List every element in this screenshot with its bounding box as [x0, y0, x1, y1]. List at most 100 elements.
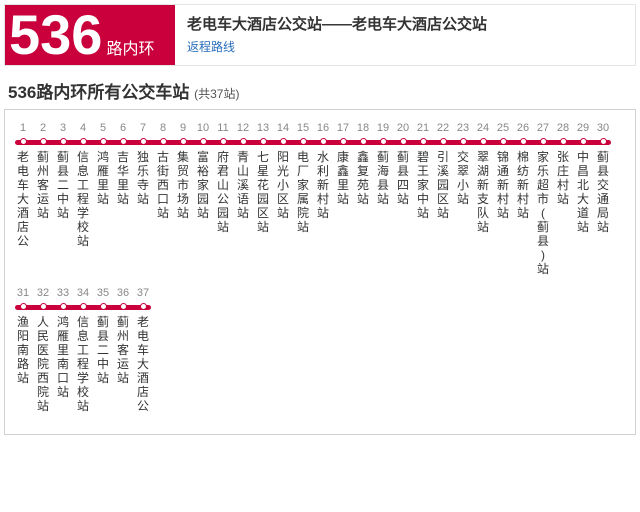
stop-dot: [20, 303, 27, 310]
stop-dot: [40, 138, 47, 145]
stop-name: 古街西口站: [157, 151, 169, 221]
stop-col[interactable]: 10富裕家园站: [193, 122, 213, 277]
stop-col[interactable]: 15电厂家属院站: [293, 122, 313, 277]
stop-name: 蓟县二中站: [57, 151, 69, 221]
stop-dot: [200, 138, 207, 145]
stop-col[interactable]: 27家乐超市(蓟县)站: [533, 122, 553, 277]
stop-dot: [260, 138, 267, 145]
stops-panel: 1 老电车大酒店公 2蓟州客运站3蓟县二中站4信息工程学校站5鸿雁里站 6 吉华里站 7独…: [4, 109, 636, 435]
stop-col[interactable]: 37老电车大酒店公: [133, 287, 153, 414]
stop-number: 31: [17, 287, 29, 301]
stop-dot: [280, 138, 287, 145]
section-title-text: 536路内环所有公交车站: [8, 83, 189, 102]
stop-dot: [540, 138, 547, 145]
stop-name: 锦通新村站: [497, 151, 509, 221]
stop-dot: [360, 138, 367, 145]
stop-dot: [140, 303, 147, 310]
stop-col[interactable]: 36 蓟州客运站: [113, 287, 133, 414]
return-route-link[interactable]: 返程路线: [187, 38, 487, 55]
stop-col[interactable]: 23交翠小站: [453, 122, 473, 277]
stop-dot: [400, 138, 407, 145]
stop-number: 27: [537, 122, 549, 136]
stop-number: 9: [180, 122, 186, 136]
stop-col[interactable]: 2蓟州客运站: [33, 122, 53, 277]
stop-dot: [100, 138, 107, 145]
stop-number: 35: [97, 287, 109, 301]
stop-number: 6: [120, 122, 126, 136]
stop-dot: [340, 138, 347, 145]
stop-col[interactable]: 30蓟县交通局站: [593, 122, 613, 277]
stop-col[interactable]: 17康鑫里站: [333, 122, 353, 277]
stop-col[interactable]: 24翠湖新支队站: [473, 122, 493, 277]
stop-name: 七星花园区站: [257, 151, 269, 235]
route-badge: 536 路内环: [5, 5, 175, 65]
stop-dot: [60, 303, 67, 310]
stop-col[interactable]: 5鸿雁里站: [93, 122, 113, 277]
stop-col[interactable]: 4信息工程学校站: [73, 122, 93, 277]
stop-number: 16: [317, 122, 329, 136]
stop-col[interactable]: 3蓟县二中站: [53, 122, 73, 277]
stop-number: 20: [397, 122, 409, 136]
stop-number: 21: [417, 122, 429, 136]
stop-col[interactable]: 14阳光小区站: [273, 122, 293, 277]
stop-col[interactable]: 19蓟海县站: [373, 122, 393, 277]
stop-name: 府君山公园站: [217, 151, 229, 235]
stop-dot: [580, 138, 587, 145]
stop-number: 26: [517, 122, 529, 136]
stop-name: 蓟海县站: [377, 151, 389, 207]
stop-col[interactable]: 7独乐寺站: [133, 122, 153, 277]
stop-name: 交翠小站: [457, 151, 469, 207]
stop-name: 人民医院西院站: [37, 316, 49, 414]
stop-number: 1: [20, 122, 26, 136]
stop-dot: [60, 138, 67, 145]
header-right: 老电车大酒店公交站——老电车大酒店公交站 返程路线: [175, 5, 499, 65]
stop-number: 28: [557, 122, 569, 136]
stop-dot: [180, 138, 187, 145]
stop-col[interactable]: 8 古街西口站: [153, 122, 173, 277]
stop-col[interactable]: 12青山溪语站: [233, 122, 253, 277]
stop-col[interactable]: 6 吉华里站: [113, 122, 133, 277]
stop-dot: [80, 303, 87, 310]
stop-name: 老电车大酒店公: [137, 316, 149, 414]
stop-col[interactable]: 31渔阳南路站: [13, 287, 33, 414]
stop-number: 36: [117, 287, 129, 301]
stop-col[interactable]: 1 老电车大酒店公: [13, 122, 33, 277]
stop-number: 14: [277, 122, 289, 136]
stops-row-1: 1 老电车大酒店公 2蓟州客运站3蓟县二中站4信息工程学校站5鸿雁里站 6 吉华里站 7独…: [13, 122, 627, 277]
stop-dot: [100, 303, 107, 310]
stop-dot: [600, 138, 607, 145]
stop-col[interactable]: 34信息工程学校站: [73, 287, 93, 414]
header: 536 路内环 老电车大酒店公交站——老电车大酒店公交站 返程路线: [4, 4, 636, 66]
stop-col[interactable]: 16水利新村站: [313, 122, 333, 277]
stop-dot: [460, 138, 467, 145]
stop-col[interactable]: 25锦通新村站: [493, 122, 513, 277]
stop-col[interactable]: 20蓟县四站: [393, 122, 413, 277]
route-number: 536: [9, 7, 102, 63]
stop-col[interactable]: 28张庄村站: [553, 122, 573, 277]
stop-col[interactable]: 13七星花园区站: [253, 122, 273, 277]
stop-name: 吉华里站: [117, 151, 129, 207]
stop-col[interactable]: 35蓟县二中站: [93, 287, 113, 414]
stop-number: 32: [37, 287, 49, 301]
stop-name: 棉纺新村站: [517, 151, 529, 221]
stop-name: 集贸市场站: [177, 151, 189, 221]
stop-name: 康鑫里站: [337, 151, 349, 207]
stop-col[interactable]: 11府君山公园站: [213, 122, 233, 277]
stop-col[interactable]: 29中昌北大道站: [573, 122, 593, 277]
stop-col[interactable]: 21碧王家中站: [413, 122, 433, 277]
stop-number: 8: [160, 122, 166, 136]
stop-number: 30: [597, 122, 609, 136]
stop-col[interactable]: 26 棉纺新村站: [513, 122, 533, 277]
stop-dot: [120, 303, 127, 310]
stop-name: 蓟州客运站: [117, 316, 129, 386]
stop-col[interactable]: 22引溪园区站: [433, 122, 453, 277]
stop-dot: [120, 138, 127, 145]
stop-col[interactable]: 32 人民医院西院站: [33, 287, 53, 414]
stop-col[interactable]: 18鑫复苑站: [353, 122, 373, 277]
stop-number: 10: [197, 122, 209, 136]
stop-col[interactable]: 33鸿雁里南口站: [53, 287, 73, 414]
stop-col[interactable]: 9 集贸市场站: [173, 122, 193, 277]
stop-name: 老电车大酒店公: [17, 151, 29, 249]
stop-name: 电厂家属院站: [297, 151, 309, 235]
stop-dot: [320, 138, 327, 145]
